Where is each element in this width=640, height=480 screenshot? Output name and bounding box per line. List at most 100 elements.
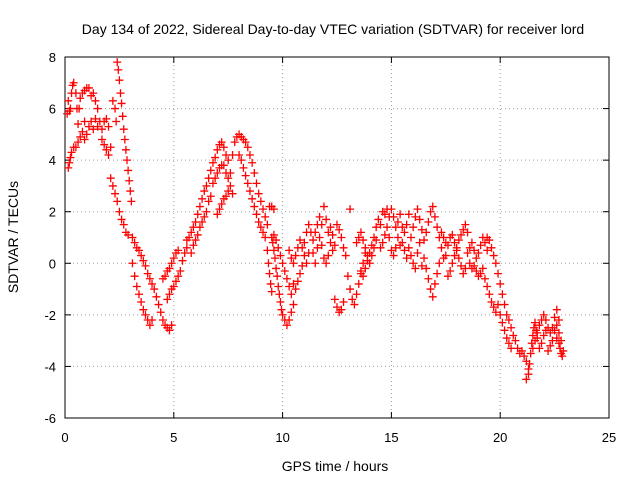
data-point [235,150,244,159]
data-point [433,269,442,278]
data-point [454,236,463,245]
data-point [71,143,80,152]
data-point [470,246,479,255]
data-point [163,295,172,304]
data-point [261,212,270,221]
data-point [383,205,392,214]
data-points [63,58,568,384]
data-point [400,246,409,255]
data-point [311,228,320,237]
data-point [424,218,433,227]
data-point [483,246,492,255]
data-point [531,336,540,345]
data-point [282,274,291,283]
data-point [406,233,415,242]
y-tick-label: 0 [49,256,56,271]
x-tick-label: 15 [384,430,398,445]
data-point [93,104,102,113]
data-point [356,228,365,237]
data-point [176,267,185,276]
data-point [134,246,143,255]
data-point [272,236,281,245]
data-point [359,272,368,281]
data-point [64,163,73,172]
data-point [330,241,339,250]
data-point [535,321,544,330]
data-point [376,243,385,252]
data-point [119,220,128,229]
data-point [413,205,422,214]
data-point [285,316,294,325]
data-point [463,228,472,237]
data-point [302,259,311,268]
data-point [380,210,389,219]
data-point [278,310,287,319]
data-point [415,215,424,224]
data-point [224,156,233,165]
data-point [393,218,402,227]
data-point [267,287,276,296]
y-tick-label: 2 [49,205,56,220]
data-point [409,259,418,268]
data-point [278,259,287,268]
data-point [252,179,261,188]
data-point [380,230,389,239]
data-point [402,220,411,229]
data-point [548,336,557,345]
data-point [167,259,176,268]
data-point [187,228,196,237]
x-axis-label: GPS time / hours [282,458,389,474]
data-point [309,248,318,257]
data-point [511,336,520,345]
data-point [293,277,302,286]
data-point [558,352,567,361]
data-point [250,169,259,178]
data-point [198,218,207,227]
data-point [437,243,446,252]
data-point [117,215,126,224]
data-point [539,310,548,319]
data-point [143,269,152,278]
data-point [452,243,461,252]
data-point [241,138,250,147]
data-point [171,277,180,286]
data-point [80,135,89,144]
data-point [422,228,431,237]
data-point [461,220,470,229]
data-point [513,344,522,353]
data-point [311,259,320,268]
data-point [241,171,250,180]
data-point [126,187,135,196]
data-point [82,130,91,139]
data-point [269,246,278,255]
data-point [187,248,196,257]
x-tick-label: 25 [602,430,616,445]
data-point [491,308,500,317]
data-point [104,150,113,159]
data-point [465,243,474,252]
data-point [195,202,204,211]
data-point [274,282,283,291]
data-point [276,251,285,260]
data-point [387,246,396,255]
data-point [433,223,442,232]
data-point [319,254,328,263]
data-point [215,205,224,214]
data-point [428,292,437,301]
data-point [317,241,326,250]
data-point [420,254,429,263]
data-point [111,104,120,113]
data-point [102,114,111,123]
data-point [406,251,415,260]
data-point [266,279,275,288]
data-point [254,218,263,227]
data-point [333,220,341,229]
data-point [559,346,568,355]
data-point [459,269,468,278]
data-point [243,143,252,152]
data-point [426,207,435,216]
data-point [315,233,324,242]
data-point [554,316,563,325]
data-point [277,305,286,314]
